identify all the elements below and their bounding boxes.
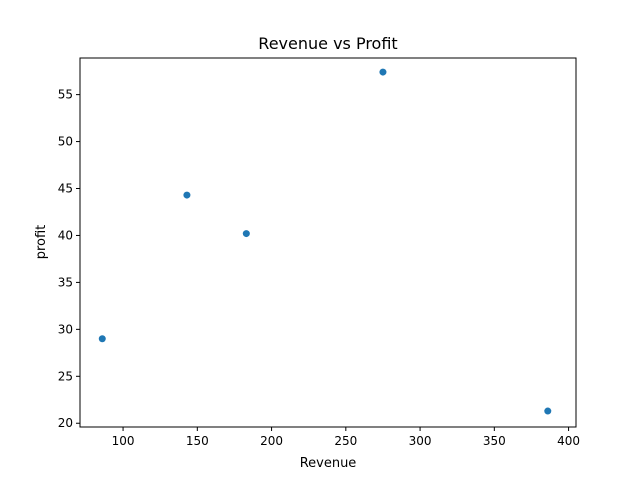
x-tick-label: 350: [483, 434, 506, 448]
y-tick-label: 30: [58, 322, 73, 336]
x-tick-label: 250: [334, 434, 357, 448]
plot-frame: [79, 57, 577, 428]
x-tick-label: 400: [557, 434, 580, 448]
x-tick-label: 300: [409, 434, 432, 448]
x-axis-label: Revenue: [300, 456, 357, 471]
y-tick-label: 45: [58, 182, 73, 196]
data-point: [183, 191, 191, 199]
x-tick-label: 200: [260, 434, 283, 448]
chart-title: Revenue vs Profit: [258, 34, 397, 53]
y-tick-label: 50: [58, 135, 73, 149]
data-point: [242, 230, 250, 238]
x-tick-label: 150: [186, 434, 209, 448]
y-tick-label: 35: [58, 275, 73, 289]
y-tick-label: 55: [58, 88, 73, 102]
data-point: [98, 335, 106, 343]
data-point: [544, 407, 552, 415]
y-tick-label: 25: [58, 369, 73, 383]
y-tick-label: 20: [58, 416, 73, 430]
x-tick-label: 100: [112, 434, 135, 448]
x-axis-ticks: 100 150 200 250 300 350 400: [112, 427, 580, 448]
data-points: [98, 68, 552, 415]
y-tick-label: 40: [58, 228, 73, 242]
y-axis-label: profit: [34, 225, 49, 260]
y-axis-ticks: 20 25 30 35 40 45 50 55: [58, 88, 80, 430]
data-point: [379, 68, 387, 76]
